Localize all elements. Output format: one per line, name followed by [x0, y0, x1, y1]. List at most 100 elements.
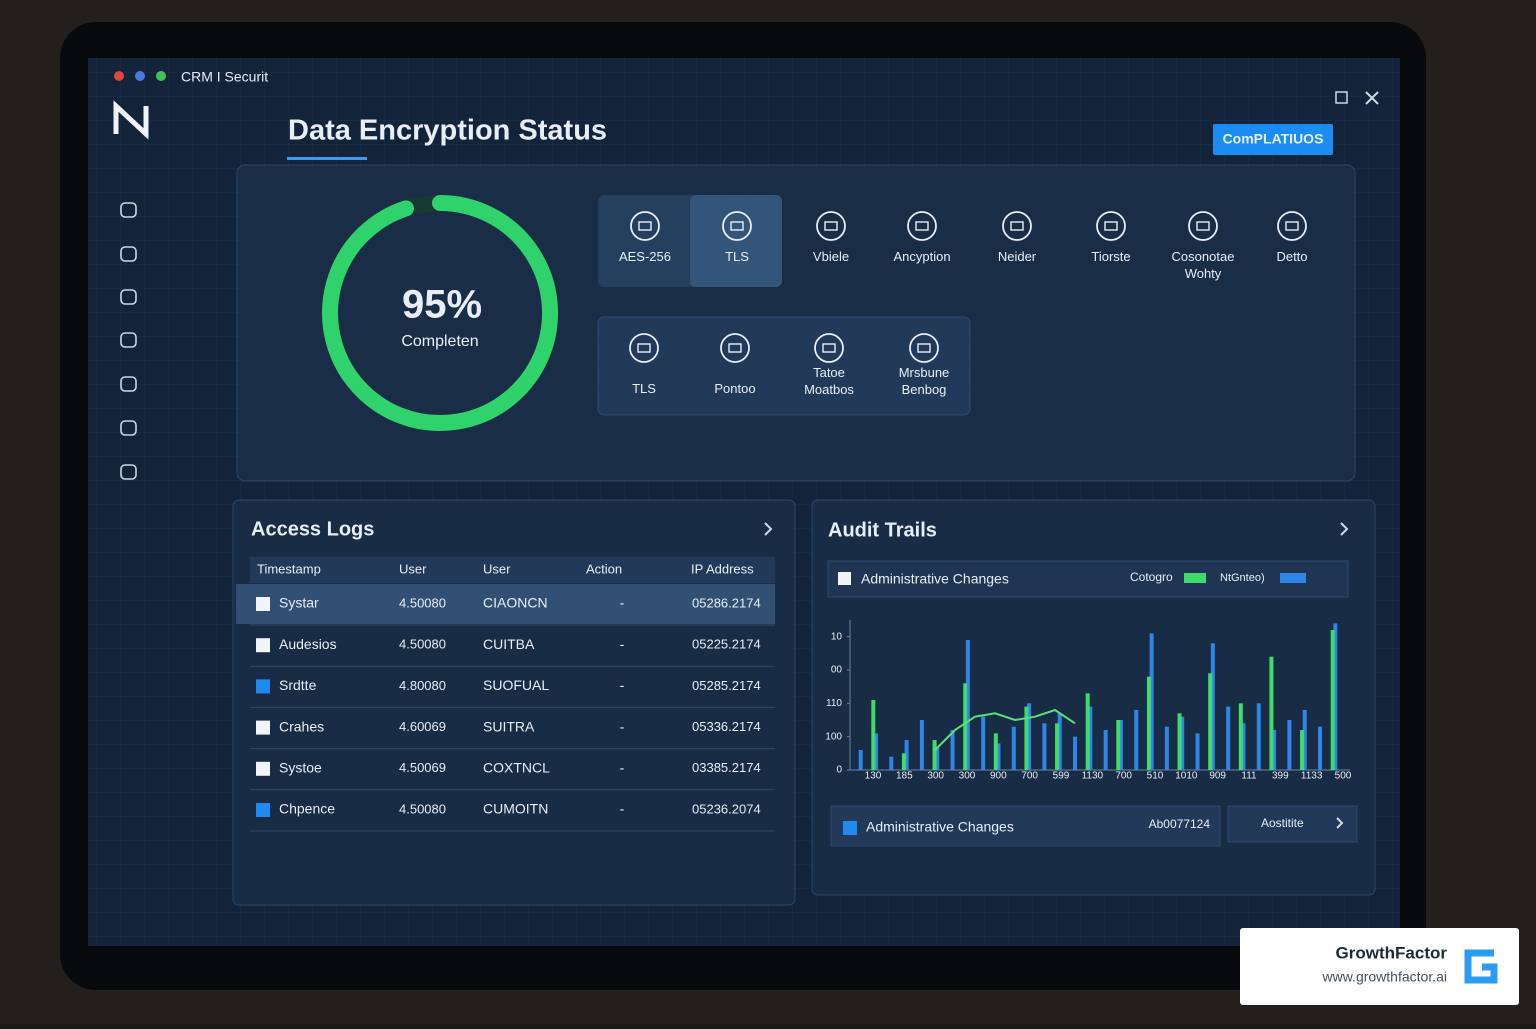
row-ip: 05336.2174	[692, 719, 761, 734]
logo	[113, 100, 149, 140]
bar	[873, 733, 878, 770]
audit-chart: 0 100 110 00 10 130 185 300 300 900 700 599 1130 700 5…	[825, 620, 1352, 782]
method-icon	[814, 333, 844, 363]
nav-icon[interactable]	[120, 246, 137, 262]
nav-icon[interactable]	[120, 420, 137, 436]
method-icon	[1277, 211, 1307, 241]
footer-link[interactable]: Aostitite	[1261, 816, 1304, 830]
row-ip: 05286.2174	[692, 595, 761, 610]
nav-icon[interactable]	[120, 376, 137, 392]
method-icon	[637, 343, 651, 353]
method-icon	[730, 221, 744, 231]
method-selected	[690, 195, 782, 287]
bar	[1177, 713, 1182, 770]
close-icon[interactable]	[1365, 91, 1379, 105]
footer-label: Administrative Changes	[866, 819, 1014, 835]
bar	[919, 720, 924, 770]
y-tick-label: 00	[831, 665, 843, 676]
bar	[950, 730, 955, 770]
row-checkbox[interactable]	[256, 679, 270, 694]
bar	[1226, 706, 1231, 770]
table-header	[250, 557, 775, 583]
row-ip: 03385.2174	[692, 760, 761, 775]
bar	[1302, 710, 1307, 770]
bar	[1269, 656, 1274, 770]
method-label: TLS	[725, 249, 749, 264]
popout-icon[interactable]	[1335, 91, 1348, 104]
row-user: CIAONCN	[483, 595, 548, 611]
nav-icon[interactable]	[120, 332, 137, 348]
access-logs-title: Access Logs	[251, 518, 374, 540]
chevron[interactable]	[1336, 817, 1344, 829]
method-group	[597, 316, 971, 416]
bar	[1164, 726, 1169, 770]
compliance-button-label[interactable]: ComPLATIUOS	[1223, 131, 1324, 147]
bar	[963, 683, 968, 770]
method-label: Cosonotae Wohty	[1172, 249, 1235, 281]
window-max-dot[interactable]	[156, 71, 166, 81]
bar	[858, 750, 863, 770]
row-time: 4.60069	[399, 719, 446, 734]
y-tick-label: 10	[831, 631, 843, 642]
method-icon	[816, 211, 846, 241]
column-header: Action	[586, 561, 622, 576]
nav-icon[interactable]	[120, 289, 137, 305]
chevron[interactable]	[1340, 522, 1349, 536]
bar	[901, 753, 906, 770]
gauge-caption: Completen	[401, 333, 478, 350]
method-label: Tatoe Moatbos	[804, 365, 854, 397]
x-tick-label: 1133	[1301, 771, 1323, 782]
row-checkbox[interactable]	[256, 761, 270, 776]
row-name: Crahes	[279, 718, 324, 734]
row-action: -	[620, 677, 625, 693]
row-checkbox[interactable]	[256, 597, 270, 611]
x-tick-label: 510	[1147, 771, 1164, 782]
method-icon	[1196, 221, 1210, 231]
x-tick-label: 500	[1335, 771, 1352, 782]
x-tick-label: 909	[1209, 771, 1226, 782]
footer-checkbox[interactable]	[843, 821, 857, 835]
bar	[889, 756, 894, 770]
bar	[1057, 713, 1062, 770]
compliance-button[interactable]	[1213, 124, 1333, 155]
row-user: CUMOITN	[483, 801, 548, 817]
watermark-url: www.growthfactor.ai	[1322, 969, 1448, 985]
x-tick-label: 130	[865, 771, 882, 782]
method-icon	[822, 343, 836, 353]
column-header: IP Address	[691, 561, 754, 576]
nav-icon[interactable]	[120, 464, 137, 480]
bar	[1042, 723, 1047, 770]
row-name: Chpence	[279, 801, 335, 817]
method-label: Detto	[1276, 249, 1307, 264]
gauge-arc	[322, 195, 559, 431]
bar	[1210, 643, 1215, 770]
row-checkbox[interactable]	[256, 803, 270, 817]
gauge-value: 95%	[402, 283, 482, 327]
window-close-dot[interactable]	[114, 71, 124, 81]
bar	[1134, 710, 1139, 770]
bar	[904, 740, 909, 770]
x-tick-label: 700	[1115, 771, 1132, 782]
audit-title: Audit Trails	[828, 519, 937, 541]
row-ip: 05225.2174	[692, 637, 761, 652]
row-time: 4.50080	[399, 637, 446, 652]
method-label: Neider	[998, 249, 1037, 264]
nav-icon[interactable]	[120, 202, 137, 218]
row-action: -	[620, 636, 625, 652]
bar	[1300, 730, 1305, 770]
chevron[interactable]	[764, 522, 773, 536]
row-checkbox[interactable]	[256, 720, 270, 735]
method-label: Pontoo	[714, 381, 755, 396]
watermark	[1240, 928, 1519, 1005]
row-time: 4.50080	[399, 595, 446, 610]
row-highlight	[236, 584, 775, 624]
footer-link-box[interactable]	[1227, 805, 1358, 843]
filter-checkbox[interactable]	[838, 572, 851, 585]
window-min-dot[interactable]	[135, 71, 145, 81]
audit-footer	[830, 805, 1221, 847]
method-icon	[728, 343, 742, 353]
row-checkbox[interactable]	[256, 638, 270, 653]
y-tick-label: 0	[836, 765, 842, 776]
method-icon	[1002, 211, 1032, 241]
